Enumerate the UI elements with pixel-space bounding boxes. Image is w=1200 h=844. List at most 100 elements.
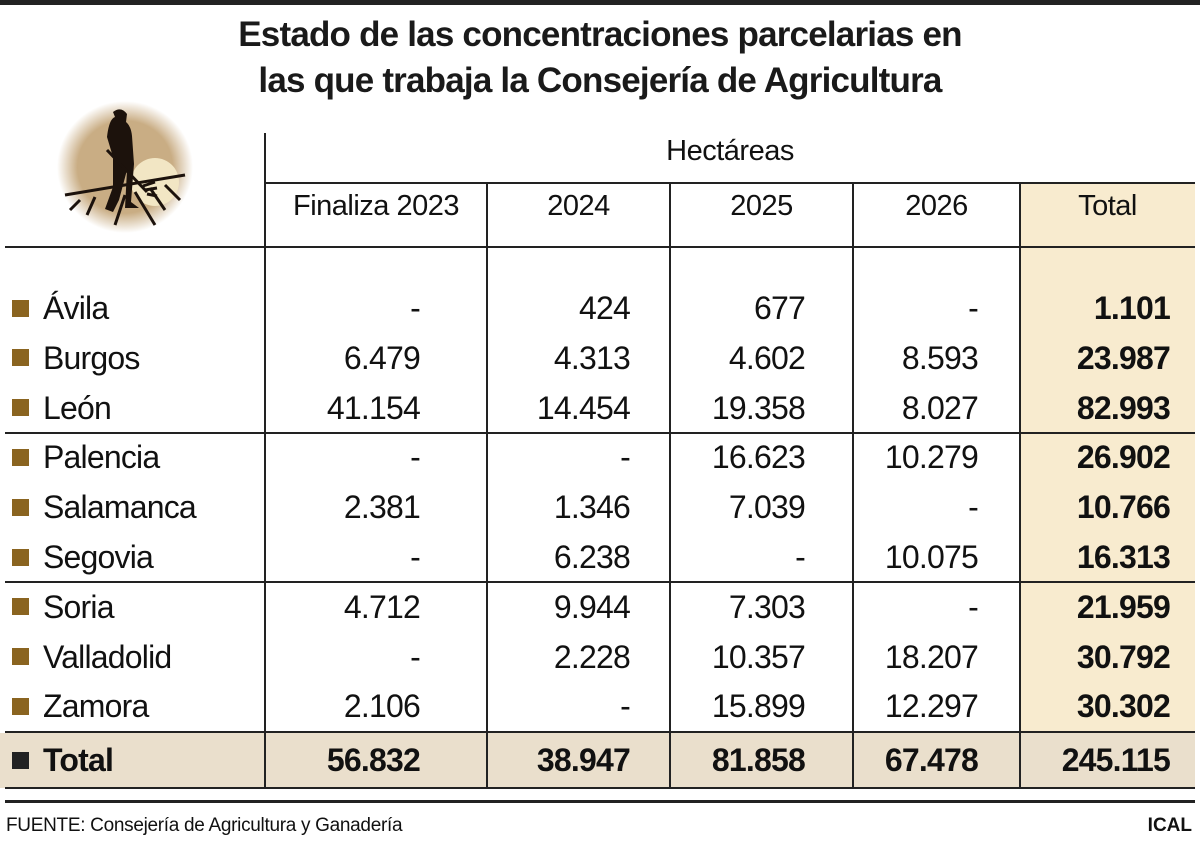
data-cell: 424: [579, 290, 631, 326]
data-cell: 12.297: [884, 688, 979, 725]
data-cell: -: [410, 539, 421, 575]
infographic-title: Estado de las concentraciones parcelaria…: [0, 12, 1200, 104]
data-cell: 15.899: [711, 688, 806, 725]
region-name: Soria: [43, 588, 115, 625]
title-line-2: las que trabaja la Consejería de Agricul…: [258, 61, 942, 100]
total-row-bg: [0, 733, 1195, 788]
data-cell: 41.154: [326, 389, 421, 426]
marker-square: [12, 299, 29, 317]
data-cell: -: [410, 638, 421, 675]
data-cell: 10.279: [884, 439, 979, 476]
data-cell: 7.303: [728, 588, 806, 625]
data-cell: 6.238: [553, 539, 631, 575]
row-label: Soria: [12, 587, 115, 627]
row-label: Palencia: [12, 437, 160, 477]
total-column-bg: [1020, 183, 1195, 733]
column-divider: [264, 133, 266, 789]
column-divider: [1019, 183, 1021, 789]
column-header: Total: [1078, 190, 1137, 222]
data-cell: 8.593: [901, 339, 979, 376]
total-row-label: Total: [12, 740, 114, 780]
region-name: Salamanca: [43, 489, 197, 526]
marker-square: [12, 548, 29, 566]
data-cell: -: [968, 489, 979, 526]
data-cell: 2.106: [343, 688, 421, 725]
data-cell: 4.712: [343, 588, 421, 625]
data-cell: 18.207: [884, 638, 979, 675]
row-total-cell: 82.993: [1076, 389, 1171, 426]
data-cell: -: [410, 290, 421, 326]
row-total-cell: 10.766: [1076, 489, 1171, 526]
title-line-1: Estado de las concentraciones parcelaria…: [238, 15, 962, 54]
marker-square: [12, 598, 29, 616]
total-top-rule: [5, 731, 1195, 733]
data-cell: 677: [754, 290, 806, 326]
farmer-logo-icon: [57, 101, 193, 233]
header-divider: [265, 182, 1195, 184]
header-bottom-rule: [5, 246, 1195, 248]
data-cell: 6.479: [343, 339, 421, 376]
data-cell: 19.358: [711, 389, 806, 426]
data-cell: 4.602: [728, 339, 806, 376]
marker-square: [12, 648, 29, 666]
source-note: FUENTE: Consejería de Agricultura y Gana…: [6, 815, 403, 836]
grand-total-cell: 38.947: [536, 742, 631, 778]
row-total-cell: 23.987: [1076, 339, 1171, 376]
row-label: Ávila: [12, 288, 109, 328]
grand-total-cell: 245.115: [1061, 742, 1171, 778]
marker-square: [12, 448, 29, 466]
column-header: Finaliza 2023: [293, 190, 460, 222]
data-cell: 7.039: [728, 489, 806, 526]
data-cell: -: [410, 439, 421, 476]
data-cell: 16.623: [711, 439, 806, 476]
hectareas-header: Hectáreas: [666, 135, 794, 167]
row-label: Segovia: [12, 537, 154, 577]
row-label: Zamora: [12, 686, 149, 726]
agency-credit: ICAL: [1147, 815, 1192, 836]
marker-square: [12, 399, 29, 417]
data-cell: -: [968, 290, 979, 326]
region-name: Ávila: [43, 290, 109, 326]
column-divider: [852, 183, 854, 789]
column-divider: [669, 183, 671, 789]
data-cell: -: [968, 588, 979, 625]
row-label: León: [12, 388, 112, 428]
row-label: Salamanca: [12, 487, 197, 527]
data-cell: -: [795, 539, 806, 575]
row-total-cell: 16.313: [1076, 539, 1171, 575]
data-cell: 8.027: [901, 389, 979, 426]
data-cell: 2.228: [553, 638, 631, 675]
grand-total-cell: 67.478: [884, 742, 979, 778]
group-divider: [5, 581, 1195, 583]
region-name: Segovia: [43, 539, 154, 575]
column-header: 2024: [547, 190, 610, 222]
data-cell: 10.357: [711, 638, 806, 675]
region-name: Palencia: [43, 439, 160, 476]
data-cell: 4.313: [553, 339, 631, 376]
data-cell: -: [620, 439, 631, 476]
column-divider: [486, 183, 488, 789]
total-label: Total: [43, 742, 114, 778]
row-total-cell: 30.792: [1076, 638, 1171, 675]
column-header: 2026: [905, 190, 968, 222]
data-cell: 2.381: [343, 489, 421, 526]
region-name: Zamora: [43, 688, 149, 725]
row-total-cell: 1.101: [1093, 290, 1171, 326]
row-label: Burgos: [12, 338, 140, 378]
grand-total-cell: 81.858: [711, 742, 806, 778]
group-divider: [5, 432, 1195, 434]
column-header: 2025: [730, 190, 793, 222]
row-total-cell: 26.902: [1076, 439, 1171, 476]
data-cell: -: [620, 688, 631, 725]
region-name: Valladolid: [43, 638, 172, 675]
row-total-cell: 21.959: [1076, 588, 1171, 625]
grand-total-cell: 56.832: [326, 742, 421, 778]
row-label: Valladolid: [12, 637, 172, 677]
region-name: León: [43, 389, 112, 426]
marker-square: [12, 498, 29, 516]
marker-square: [12, 349, 29, 367]
row-total-cell: 30.302: [1076, 688, 1171, 725]
top-rule: [0, 0, 1200, 5]
data-cell: 9.944: [553, 588, 631, 625]
region-name: Burgos: [43, 339, 140, 376]
